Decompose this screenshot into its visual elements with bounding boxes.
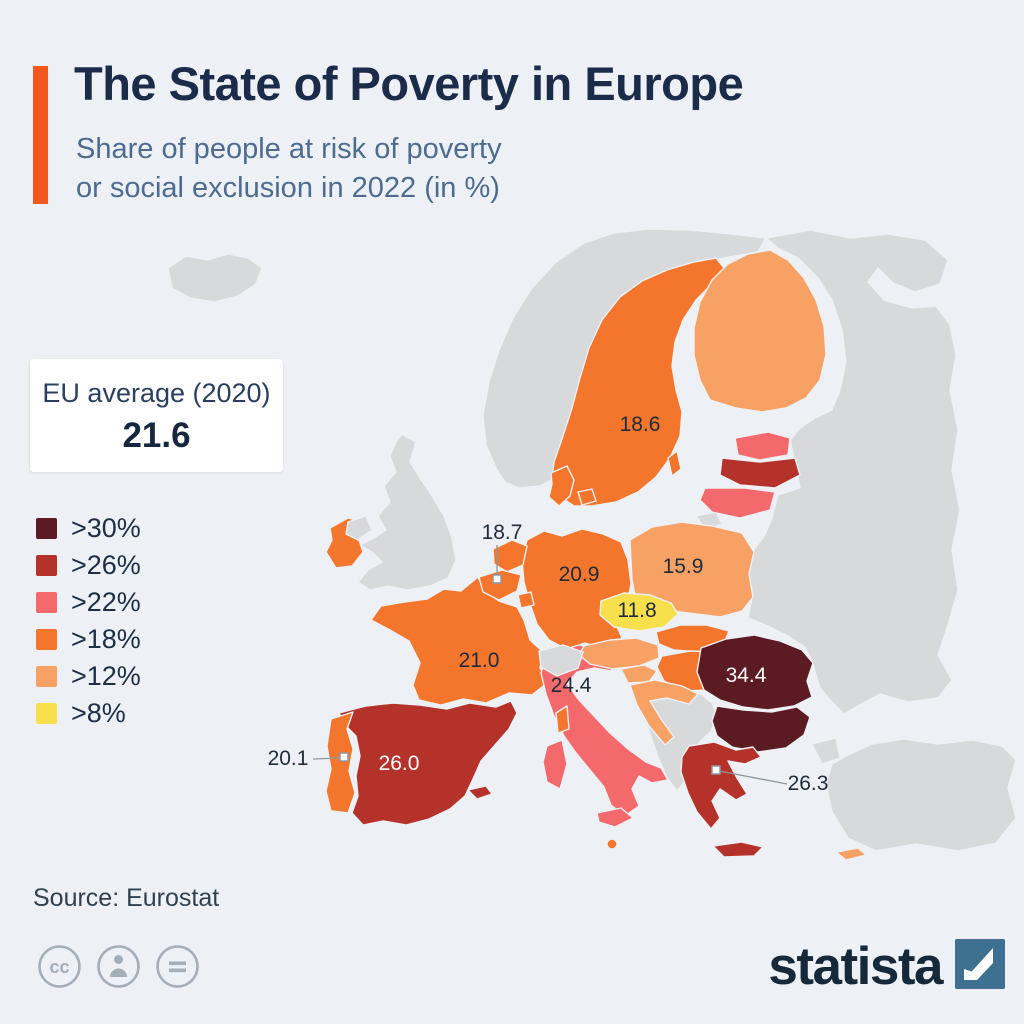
region-united-kingdom bbox=[357, 433, 457, 591]
license-icons: cc bbox=[37, 944, 200, 994]
legend-label-22: >22% bbox=[71, 587, 141, 617]
country-spain-balearics bbox=[467, 785, 493, 800]
country-italy-sicily bbox=[596, 807, 634, 828]
legend-item: >18% bbox=[36, 621, 141, 658]
callout-marker-greece bbox=[711, 765, 721, 775]
map-label-belgium: 18.7 bbox=[481, 521, 523, 544]
page-subtitle: Share of people at risk of poverty or so… bbox=[76, 130, 502, 208]
legend-swatch-8 bbox=[36, 703, 57, 724]
legend-label-18: >18% bbox=[71, 624, 141, 654]
map-label-italy: 24.4 bbox=[550, 674, 592, 697]
map-label-portugal: 20.1 bbox=[267, 747, 309, 770]
country-greece-crete bbox=[712, 841, 764, 858]
country-finland bbox=[693, 249, 827, 413]
legend-label-12: >12% bbox=[71, 661, 141, 691]
statista-logo[interactable]: statista bbox=[768, 939, 1005, 994]
legend-swatch-12 bbox=[36, 666, 57, 687]
callout-line-portugal bbox=[312, 757, 341, 760]
region-northern-ireland bbox=[345, 515, 373, 541]
country-belgium bbox=[478, 569, 522, 601]
eu-average-label: EU average (2020) bbox=[42, 378, 271, 408]
page-subtitle-line1: Share of people at risk of poverty bbox=[76, 133, 502, 165]
page-subtitle-line2: or social exclusion in 2022 (in %) bbox=[76, 171, 500, 204]
region-eastern-europe bbox=[747, 229, 961, 715]
region-turkey-thrace bbox=[811, 737, 841, 765]
region-switzerland bbox=[538, 644, 584, 677]
attribution-icon[interactable] bbox=[96, 944, 141, 994]
legend-swatch-30 bbox=[36, 518, 57, 539]
country-malta bbox=[606, 838, 618, 850]
legend-label-8: >8% bbox=[71, 698, 126, 728]
country-portugal bbox=[325, 711, 356, 814]
country-bulgaria bbox=[711, 705, 811, 753]
map-label-sweden: 18.6 bbox=[619, 413, 661, 436]
country-france-corsica bbox=[555, 705, 570, 734]
map-label-poland: 15.9 bbox=[662, 555, 704, 578]
legend-item: >8% bbox=[36, 695, 141, 732]
country-latvia bbox=[719, 457, 801, 489]
country-austria bbox=[578, 637, 660, 670]
country-italy bbox=[540, 643, 669, 817]
source-text: Source: Eurostat bbox=[33, 884, 220, 912]
country-denmark bbox=[548, 465, 575, 507]
region-iceland bbox=[167, 253, 263, 303]
country-lithuania bbox=[699, 487, 776, 519]
callout-marker-portugal bbox=[339, 752, 349, 762]
country-czechia bbox=[599, 592, 679, 632]
creative-commons-icon[interactable]: cc bbox=[37, 944, 82, 994]
country-germany bbox=[521, 528, 632, 650]
map-label-romania: 34.4 bbox=[725, 664, 767, 687]
svg-text:cc: cc bbox=[49, 957, 69, 977]
map-label-greece: 26.3 bbox=[787, 772, 829, 795]
legend-item: >22% bbox=[36, 584, 141, 621]
legend-item: >12% bbox=[36, 658, 141, 695]
region-turkey bbox=[825, 738, 1017, 852]
country-cyprus bbox=[835, 847, 867, 861]
legend-swatch-22 bbox=[36, 592, 57, 613]
no-derivatives-icon[interactable] bbox=[155, 944, 200, 994]
legend: >30% >26% >22% >18% >12% >8% bbox=[36, 510, 141, 732]
country-denmark-zealand bbox=[577, 488, 597, 506]
country-france bbox=[370, 576, 549, 706]
legend-label-30: >30% bbox=[71, 513, 141, 543]
country-italy-sardinia bbox=[542, 739, 568, 790]
legend-label-26: >26% bbox=[71, 550, 141, 580]
map-label-spain: 26.0 bbox=[378, 752, 420, 775]
eu-average-card: EU average (2020) 21.6 bbox=[30, 359, 283, 472]
callout-marker-belgium bbox=[492, 574, 502, 584]
country-estonia bbox=[734, 431, 791, 461]
statista-logo-icon bbox=[955, 939, 1005, 994]
country-croatia bbox=[629, 679, 699, 746]
callout-line-greece bbox=[718, 770, 788, 785]
statista-wordmark: statista bbox=[768, 936, 943, 996]
legend-item: >30% bbox=[36, 510, 141, 547]
country-greece bbox=[680, 741, 762, 830]
map-label-czechia: 11.8 bbox=[617, 599, 657, 622]
country-slovenia bbox=[620, 664, 658, 684]
country-romania bbox=[696, 634, 814, 711]
country-spain bbox=[338, 700, 518, 826]
map-label-germany: 20.9 bbox=[558, 563, 600, 586]
country-luxembourg bbox=[517, 591, 535, 609]
legend-item: >26% bbox=[36, 547, 141, 584]
legend-swatch-18 bbox=[36, 629, 57, 650]
country-netherlands bbox=[492, 539, 528, 573]
country-sweden-gotland bbox=[667, 450, 682, 477]
page-title: The State of Poverty in Europe bbox=[74, 57, 744, 110]
accent-bar bbox=[33, 66, 48, 204]
map-label-france: 21.0 bbox=[458, 649, 500, 672]
eu-average-value: 21.6 bbox=[122, 416, 191, 455]
legend-swatch-26 bbox=[36, 555, 57, 576]
